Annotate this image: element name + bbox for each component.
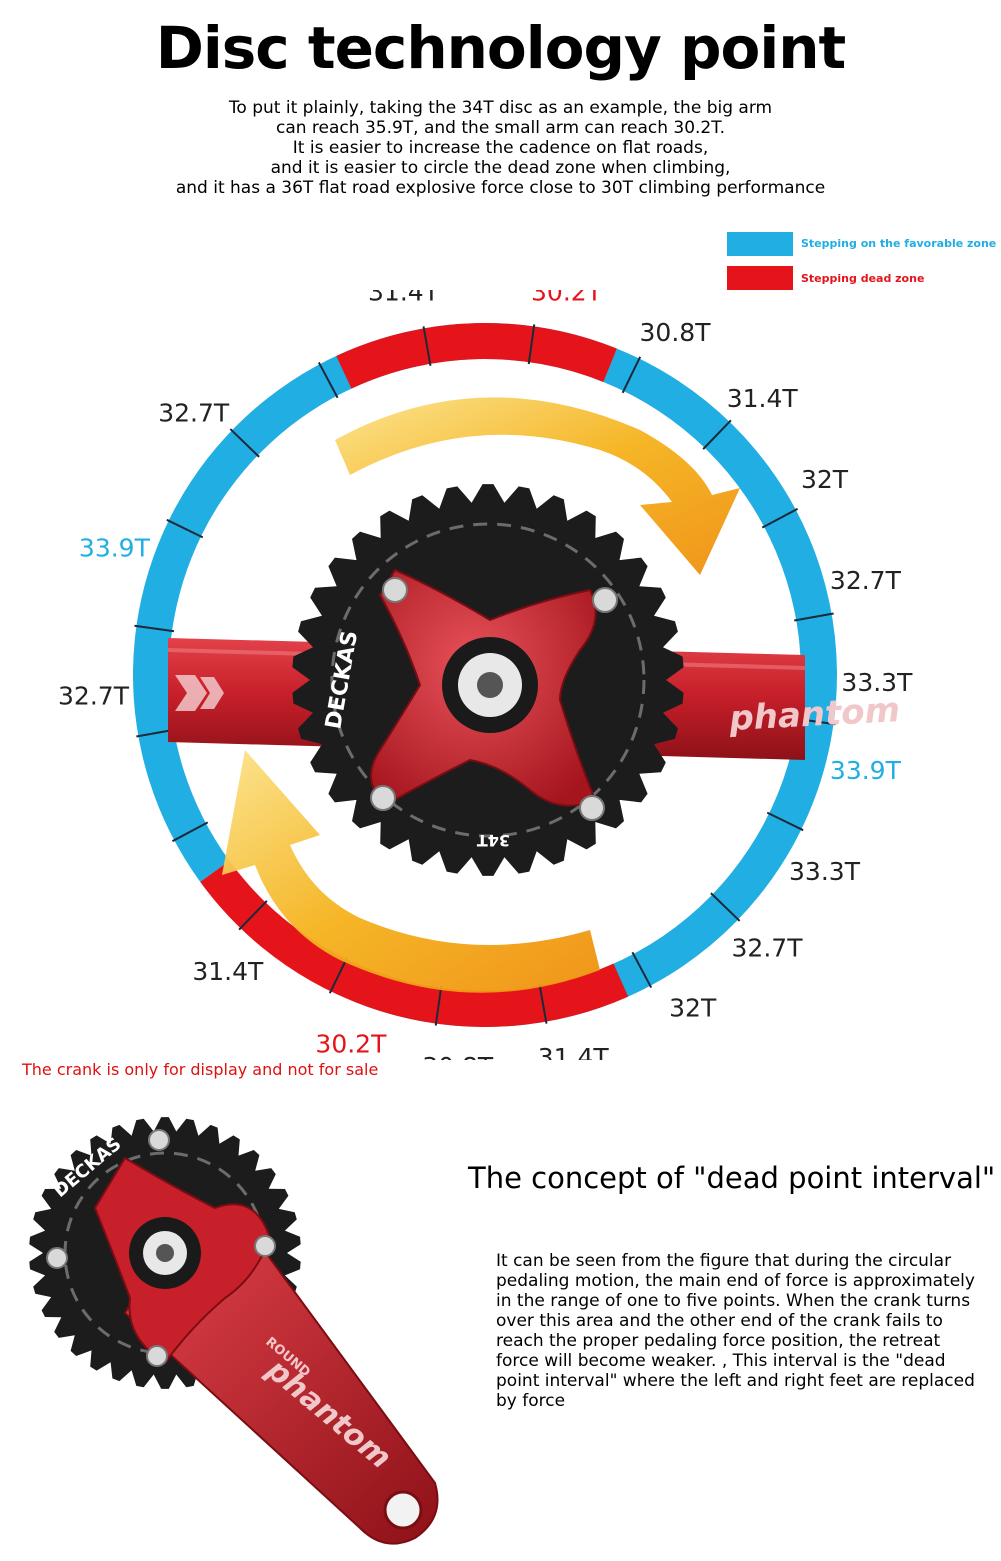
zone-ring (133, 323, 838, 1027)
intro-line: can reach 35.9T, and the small arm can r… (275, 118, 726, 138)
favorable-zone-left (133, 323, 617, 882)
ring-tick (538, 984, 548, 1024)
ring-tick (171, 821, 209, 843)
zone-label: 32.7T (158, 399, 230, 428)
concept-line: point interval" where the left and right… (496, 1371, 975, 1391)
concept-paragraph: It can be seen from the figure that duri… (496, 1251, 991, 1411)
zone-label: 32.7T (830, 566, 902, 595)
intro-line: It is easier to increase the cadence on … (292, 138, 709, 158)
ring-tick (794, 612, 834, 622)
crank-spider (370, 568, 618, 821)
zone-label: 33.9T (79, 533, 151, 562)
display-only-note: The crank is only for display and not fo… (22, 1060, 379, 1079)
pedal-hole (383, 1490, 423, 1530)
zone-label: 31.4T (192, 957, 264, 986)
dead-zone-top (336, 323, 617, 389)
zone-label: 30.8T (422, 1052, 494, 1060)
legend-label-favorable: Stepping on the favorable zone (801, 237, 997, 250)
chainring-size-text: 34T (477, 831, 510, 850)
concept-line: pedaling motion, the main end of force i… (496, 1271, 975, 1291)
ring-tick (229, 428, 260, 458)
concept-line: by force (496, 1391, 566, 1411)
zone-label: 30.2T (315, 1029, 387, 1058)
concept-line: over this area and the other end of the … (496, 1311, 943, 1331)
crank-chevron-icon (175, 675, 224, 711)
zone-label: 32.7T (732, 933, 804, 962)
zone-label: 31.4T (538, 1043, 610, 1060)
ring-tick (766, 811, 804, 832)
ring-tick (710, 892, 741, 922)
concept-line: in the range of one to five points. When… (496, 1291, 971, 1311)
intro-line: and it has a 36T flat road explosive for… (175, 178, 826, 198)
ring-tick (422, 326, 432, 366)
zone-label: 30.8T (640, 318, 712, 347)
intro-line: To put it plainly, taking the 34T disc a… (228, 98, 773, 118)
crank-brand-text: phantom (727, 690, 901, 739)
legend-label-dead: Stepping dead zone (801, 272, 925, 285)
crank-photo-illustration: DECKAS phantom ROUND (29, 1117, 439, 1545)
intro-paragraph: To put it plainly, taking the 34T disc a… (120, 98, 881, 198)
dead-zone-bottom (200, 860, 629, 1027)
zone-label: 31.4T (368, 290, 440, 307)
ring-tick (328, 956, 349, 994)
concept-line: force will become weaker. , This interva… (496, 1351, 946, 1371)
ring-tick (702, 419, 732, 450)
ring-tick (621, 356, 642, 394)
concept-title: The concept of "dead point interval" (468, 1161, 996, 1195)
ring-tick (434, 985, 443, 1026)
legend-swatch-dead (727, 266, 793, 290)
concept-line: It can be seen from the figure that duri… (496, 1251, 952, 1271)
ring-tick (166, 518, 204, 539)
ring-tick (527, 324, 536, 365)
ring-tick (317, 361, 339, 399)
zone-label: 33.9T (830, 756, 902, 785)
zone-label: 33.3T (789, 857, 861, 886)
zone-labels: 31.4T 30.2T 30.8T 31.4T 32T 32.7T 33.3T 33.9T 33… (58, 290, 913, 1060)
zone-label: 32.7T (58, 682, 130, 711)
intro-line: and it is easier to circle the dead zone… (270, 158, 731, 178)
ring-tick (134, 624, 175, 633)
rotation-arrow-top (335, 397, 740, 575)
page-title: Disc technology point (155, 14, 847, 82)
zone-label: 30.2T (531, 290, 603, 307)
zone-label: 32T (669, 993, 717, 1022)
rotation-arrow-bottom (222, 750, 600, 993)
ring-tick (238, 900, 268, 931)
ring-tick (631, 951, 653, 989)
legend-swatch-favorable (727, 232, 793, 256)
ring-tick (761, 507, 799, 529)
zone-label: 32T (801, 465, 849, 494)
concept-line: reach the proper pedaling force position… (496, 1331, 941, 1351)
chainring-pattern (330, 522, 646, 838)
zone-label: 33.3T (841, 668, 913, 697)
zone-label: 31.4T (727, 384, 799, 413)
